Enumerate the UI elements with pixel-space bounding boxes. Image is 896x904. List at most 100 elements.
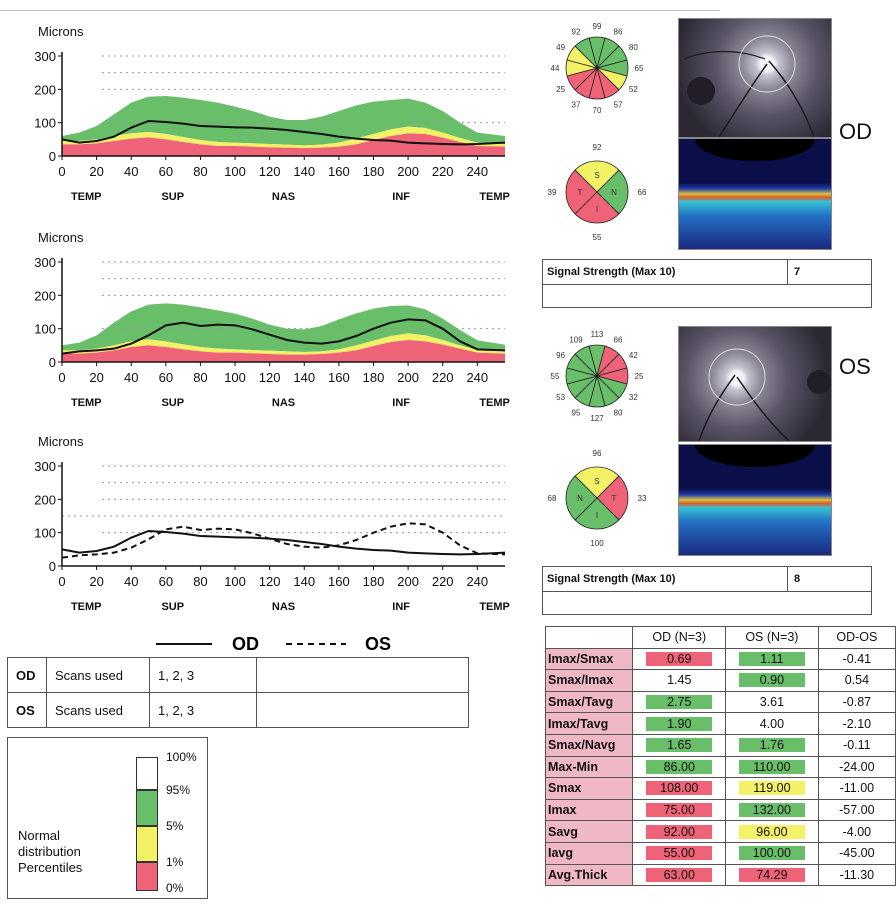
metrics-row-label: Smax/Imax [544, 669, 634, 692]
metrics-row-label: Iavg [544, 841, 634, 865]
clock-value: 25 [556, 85, 565, 94]
quadrant-letter: I [596, 205, 598, 214]
metrics-row-label: Avg.Thick [544, 863, 634, 887]
metrics-os-value-cell: 0.90 [725, 669, 819, 692]
od-signal-row: Signal Strength (Max 10) 7 [543, 260, 871, 285]
quadrant-letter: T [578, 188, 583, 197]
clock-value: 80 [629, 43, 638, 52]
metrics-os-value: 96.00 [738, 824, 805, 839]
metrics-row-label: Smax/Navg [544, 733, 634, 757]
scans-eye: OS [7, 692, 47, 728]
scans-empty [256, 692, 469, 728]
metrics-od-value-cell: 75.00 [632, 798, 727, 822]
scans-values: 1, 2, 3 [149, 657, 257, 693]
quadrant-letter: T [612, 494, 617, 503]
metrics-row: Imax 75.00 132.00 -57.00 [544, 798, 896, 822]
metrics-os-value-cell: 3.61 [725, 690, 819, 714]
metrics-os-value: 3.61 [738, 695, 805, 710]
scans-row: OD Scans used 1, 2, 3 [7, 657, 469, 693]
x-tick-label: 180 [363, 574, 385, 589]
metrics-od-value-cell: 1.90 [632, 712, 727, 735]
quadrant-value: 100 [590, 539, 604, 548]
metrics-os-value-cell: 96.00 [725, 820, 819, 843]
borderline-band [62, 126, 505, 148]
scans-table: OD Scans used 1, 2, 3 OS Scans used 1, 2… [7, 657, 469, 728]
quadrant-sector [565, 475, 598, 521]
clock-value: 65 [635, 64, 644, 73]
metrics-od-value: 1.45 [646, 673, 713, 688]
x-tick-label: 80 [193, 574, 207, 589]
scans-row: OS Scans used 1, 2, 3 [7, 692, 469, 728]
line-legend: OD OS [156, 634, 391, 654]
metrics-diff-value: -45.00 [817, 841, 896, 865]
x-tick-label: 40 [124, 370, 138, 385]
os-signal-empty [543, 592, 871, 614]
x-tick-label: 160 [328, 164, 350, 179]
metrics-os-value-cell: 132.00 [725, 798, 819, 822]
metrics-os-value: 132.00 [738, 803, 805, 818]
metrics-table: OD (N=3) OS (N=3) OD-OS Imax/Smax 0.69 1.1… [544, 626, 896, 887]
metrics-os-value-cell: 1.11 [725, 647, 819, 671]
percentile-text: Normal distribution Percentiles [18, 828, 82, 876]
metrics-row-label: Smax [544, 777, 634, 800]
metrics-od-value: 63.00 [646, 867, 713, 882]
percentile-text-line: Percentiles [18, 860, 83, 875]
borderline-band [62, 333, 505, 355]
x-tick-label: 180 [363, 164, 385, 179]
metrics-os-value-cell: 110.00 [725, 755, 819, 779]
scans-label: Scans used [46, 657, 150, 693]
pct-5: 5% [166, 819, 184, 833]
metrics-header: OD (N=3) [632, 626, 727, 649]
metrics-os-value: 1.76 [738, 738, 805, 753]
clock-value: 42 [629, 351, 638, 360]
y-tick-label: 200 [34, 492, 56, 507]
clock-value: 44 [551, 64, 560, 73]
metrics-row-label: Savg [544, 820, 634, 843]
region-label: SUP [161, 601, 184, 613]
metrics-row: Max-Min 86.00 110.00 -24.00 [544, 755, 896, 779]
x-tick-label: 180 [363, 370, 385, 385]
clock-value: 70 [593, 106, 602, 115]
x-tick-label: 140 [293, 164, 315, 179]
region-label: TEMP [71, 601, 102, 613]
y-tick-label: 100 [34, 322, 56, 337]
od-oct-image [678, 138, 832, 250]
quadrant-value: 39 [548, 188, 557, 197]
scans-eye: OD [7, 657, 47, 693]
od-signal-empty [543, 285, 871, 307]
region-label: NAS [272, 397, 295, 409]
series-line-os [61, 522, 506, 559]
x-tick-label: 100 [224, 370, 246, 385]
metrics-od-value: 86.00 [646, 759, 713, 774]
region-label: SUP [161, 191, 184, 203]
percentile-legend: Normal distribution Percentiles 100% 95%… [7, 737, 208, 899]
y-tick-label: 200 [34, 288, 56, 303]
metrics-diff-value: -11.30 [817, 863, 896, 887]
metrics-row: Iavg 55.00 100.00 -45.00 [544, 841, 896, 865]
chart-title: Microns [38, 434, 84, 449]
metrics-os-value-cell: 1.76 [725, 733, 819, 757]
metrics-diff-value: -2.10 [817, 712, 896, 735]
series-line-os [61, 318, 506, 355]
metrics-row: Avg.Thick 63.00 74.29 -11.30 [544, 863, 896, 887]
clock-value: 86 [614, 28, 623, 37]
y-tick-label: 0 [49, 559, 56, 574]
metrics-row: Smax/Navg 1.65 1.76 -0.11 [544, 733, 896, 757]
quadrant-sector [596, 475, 629, 521]
x-tick-label: 80 [193, 370, 207, 385]
od-os-compare-chart: Microns 0 100 200 300 0 20 40 60 80 100 120 140 160 18… [0, 432, 520, 617]
clock-value: 57 [614, 100, 623, 109]
x-tick-label: 60 [159, 574, 173, 589]
scans-values: 1, 2, 3 [149, 692, 257, 728]
os-fundus-image [678, 326, 832, 442]
metrics-od-value-cell: 0.69 [632, 647, 727, 671]
clock-value: 109 [569, 336, 583, 345]
clock-value: 92 [572, 28, 581, 37]
outside-band [62, 133, 505, 156]
chart-title: Microns [38, 24, 84, 39]
metrics-diff-value: -24.00 [817, 755, 896, 779]
clock-value: 80 [614, 408, 623, 417]
x-tick-label: 120 [259, 370, 281, 385]
metrics-od-value: 1.90 [646, 716, 713, 731]
od-tsnit-svg: Microns 0 100 200 300 0 20 40 60 80 100 120 140 160 18… [34, 24, 510, 203]
